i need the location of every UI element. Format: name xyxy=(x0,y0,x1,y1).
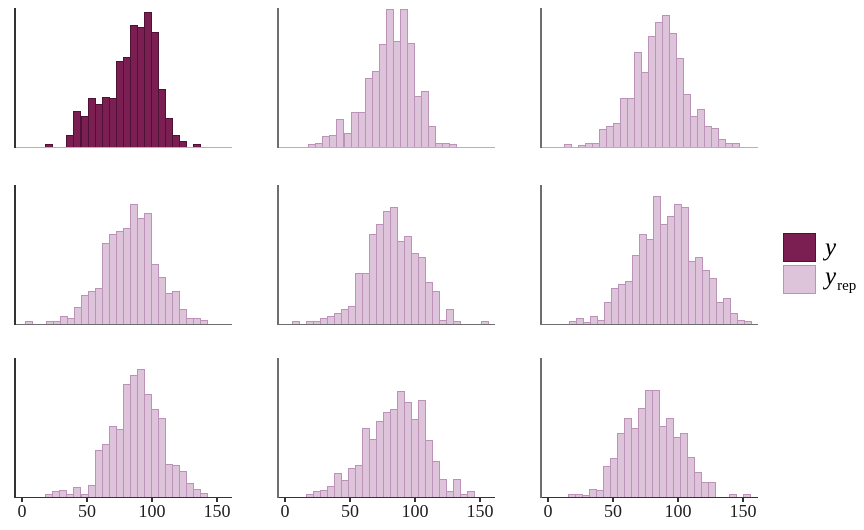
x-tick xyxy=(216,497,218,502)
x-tick-label: 100 xyxy=(401,501,429,521)
histogram-bar xyxy=(192,488,201,497)
histogram-bar xyxy=(406,42,415,147)
histogram-bar xyxy=(336,119,345,147)
x-tick xyxy=(151,497,153,502)
histogram-bar xyxy=(200,319,209,324)
y-axis xyxy=(277,358,279,498)
y-axis xyxy=(540,8,542,148)
x-tick-label: 0 xyxy=(280,501,290,521)
x-tick xyxy=(284,497,286,502)
x-tick xyxy=(742,497,744,502)
histogram-bar xyxy=(575,318,584,324)
histogram-bar xyxy=(723,297,732,324)
histogram-bar xyxy=(711,127,720,147)
x-tick-label: 100 xyxy=(664,501,692,521)
histogram-panel-r3c3: 0 50 100 150 xyxy=(540,358,758,521)
x-tick-label: 0 xyxy=(17,501,27,521)
x-tick xyxy=(547,497,549,502)
histogram-panel-r1c1 xyxy=(14,8,232,148)
histogram-panel-r2c1 xyxy=(14,185,232,325)
legend-label-y: y xyxy=(825,233,837,261)
y-axis xyxy=(540,185,542,325)
y-axis xyxy=(14,185,16,325)
histogram-bar xyxy=(439,478,448,497)
y-axis xyxy=(277,185,279,325)
histogram-bar xyxy=(743,494,752,497)
histogram-bar xyxy=(59,490,68,497)
histogram-panel-r1c2 xyxy=(277,8,495,148)
x-tick-label: 150 xyxy=(729,501,757,521)
histogram-panel-r2c3 xyxy=(540,185,758,325)
x-tick xyxy=(677,497,679,502)
histogram-bar xyxy=(291,321,300,324)
legend-swatch-y xyxy=(783,232,816,262)
x-tick-label: 0 xyxy=(543,501,553,521)
histogram-bar xyxy=(448,144,457,147)
histogram-bar xyxy=(179,308,188,324)
histogram-bar xyxy=(427,126,436,147)
histogram-bar xyxy=(718,138,727,147)
x-tick-label: 50 xyxy=(341,501,359,521)
histogram-bar xyxy=(452,321,461,324)
histogram-bar xyxy=(563,144,572,147)
histogram-bar xyxy=(467,491,476,497)
histogram-panel-r3c2: 0 50 100 150 xyxy=(277,358,495,521)
legend-label-yrep: yrep xyxy=(825,263,857,294)
x-tick-label: 50 xyxy=(604,501,622,521)
histogram-bar xyxy=(171,134,180,147)
x-tick-label: 150 xyxy=(466,501,494,521)
histogram-bar xyxy=(192,144,201,147)
histogram-bar xyxy=(453,478,462,497)
histogram-bar xyxy=(445,308,454,324)
histogram-bar xyxy=(199,492,208,497)
histogram-bar xyxy=(24,321,33,324)
histogram-bar xyxy=(172,290,181,324)
histogram-bar xyxy=(732,142,741,147)
histogram-bar xyxy=(744,321,753,324)
x-tick xyxy=(86,497,88,502)
y-axis xyxy=(14,358,16,498)
histogram-panel-r2c2 xyxy=(277,185,495,325)
x-tick-label: 50 xyxy=(78,501,96,521)
legend: y yrep xyxy=(783,231,856,295)
x-tick xyxy=(479,497,481,502)
legend-item-y: y xyxy=(783,231,856,263)
x-tick xyxy=(612,497,614,502)
x-tick-label: 150 xyxy=(203,501,231,521)
histogram-bar xyxy=(589,315,598,324)
histogram-bar xyxy=(709,278,718,324)
histogram-bar xyxy=(164,117,173,147)
histogram-bar xyxy=(420,91,429,147)
histogram-panel-r1c3 xyxy=(540,8,758,148)
legend-swatch-yrep xyxy=(783,264,816,294)
y-axis xyxy=(277,8,279,148)
histogram-bar xyxy=(728,494,737,497)
histogram-bar xyxy=(45,144,54,147)
histogram-bar xyxy=(178,141,187,147)
histogram-bar xyxy=(730,312,739,324)
histogram-bar xyxy=(431,290,440,324)
x-tick xyxy=(349,497,351,502)
legend-item-yrep: yrep xyxy=(783,263,856,295)
x-tick-label: 100 xyxy=(138,501,166,521)
histogram-bar xyxy=(157,417,166,497)
histogram-panel-r3c1: 0 50 100 150 xyxy=(14,358,232,521)
y-axis xyxy=(14,8,16,148)
x-tick xyxy=(21,497,23,502)
histogram-bar xyxy=(481,321,490,324)
histogram-bar xyxy=(707,481,716,497)
histogram-bar xyxy=(73,487,82,497)
x-tick xyxy=(414,497,416,502)
y-axis xyxy=(540,358,542,498)
